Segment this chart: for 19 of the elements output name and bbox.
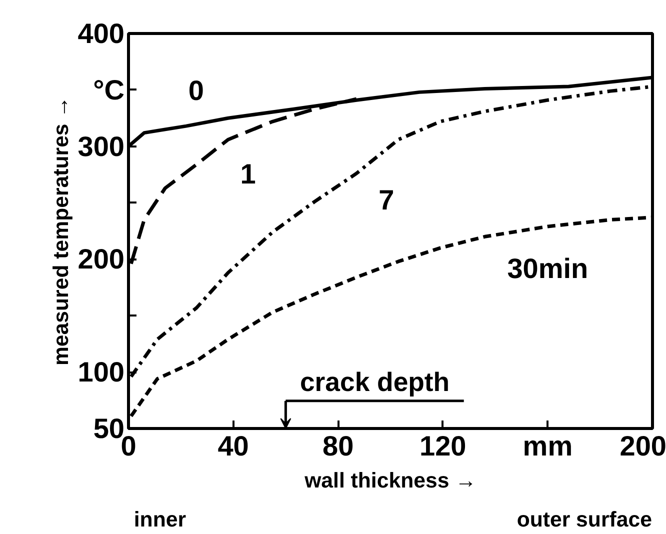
- x-tick-label: 80: [322, 430, 354, 462]
- y-tick-label: 100: [78, 356, 124, 388]
- x-tick-label: 120: [420, 430, 466, 462]
- y-tick-label: °C: [93, 74, 125, 106]
- y-tick-label: 300: [78, 130, 124, 162]
- annotation: crack depth: [300, 366, 450, 397]
- series-label: 30min: [507, 252, 588, 284]
- x-tick-label: 200: [620, 430, 666, 462]
- y-tick-label: 400: [78, 18, 124, 49]
- y-tick-label: 200: [78, 244, 124, 275]
- x-axis-title: wall thickness →: [304, 468, 476, 492]
- text: inner: [134, 508, 186, 532]
- text: outer surface: [516, 508, 652, 532]
- series-label: 7: [378, 184, 394, 216]
- x-tick-label: mm: [522, 430, 573, 462]
- x-tick-label: 40: [218, 430, 249, 462]
- y-axis-title: measured temperatures →: [48, 96, 73, 366]
- series-label: 1: [240, 158, 256, 190]
- legend-label: 0: [188, 75, 204, 106]
